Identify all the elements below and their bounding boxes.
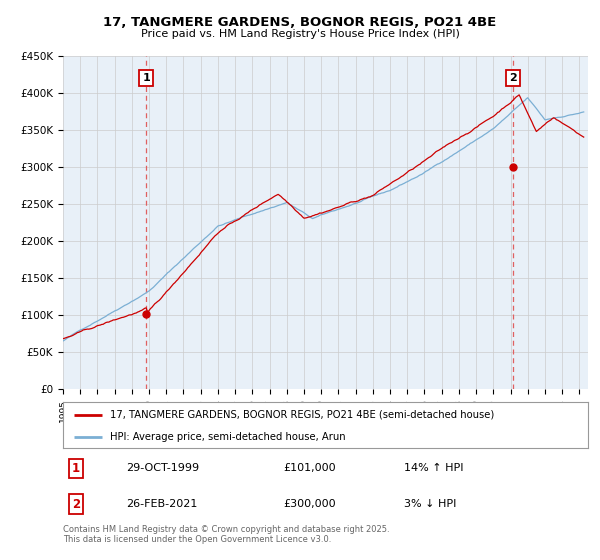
Text: 1: 1	[72, 462, 80, 475]
Text: £300,000: £300,000	[284, 499, 336, 509]
Text: £101,000: £101,000	[284, 463, 336, 473]
Text: 26-FEB-2021: 26-FEB-2021	[126, 499, 197, 509]
Text: 2: 2	[509, 73, 517, 83]
Text: 2: 2	[72, 497, 80, 511]
Text: 17, TANGMERE GARDENS, BOGNOR REGIS, PO21 4BE: 17, TANGMERE GARDENS, BOGNOR REGIS, PO21…	[103, 16, 497, 29]
Text: 17, TANGMERE GARDENS, BOGNOR REGIS, PO21 4BE (semi-detached house): 17, TANGMERE GARDENS, BOGNOR REGIS, PO21…	[110, 410, 494, 420]
Text: 1: 1	[142, 73, 150, 83]
Text: Price paid vs. HM Land Registry's House Price Index (HPI): Price paid vs. HM Land Registry's House …	[140, 29, 460, 39]
Text: Contains HM Land Registry data © Crown copyright and database right 2025.
This d: Contains HM Land Registry data © Crown c…	[63, 525, 389, 544]
Text: 3% ↓ HPI: 3% ↓ HPI	[404, 499, 457, 509]
Text: HPI: Average price, semi-detached house, Arun: HPI: Average price, semi-detached house,…	[110, 432, 346, 441]
Text: 29-OCT-1999: 29-OCT-1999	[126, 463, 199, 473]
Text: 14% ↑ HPI: 14% ↑ HPI	[404, 463, 464, 473]
